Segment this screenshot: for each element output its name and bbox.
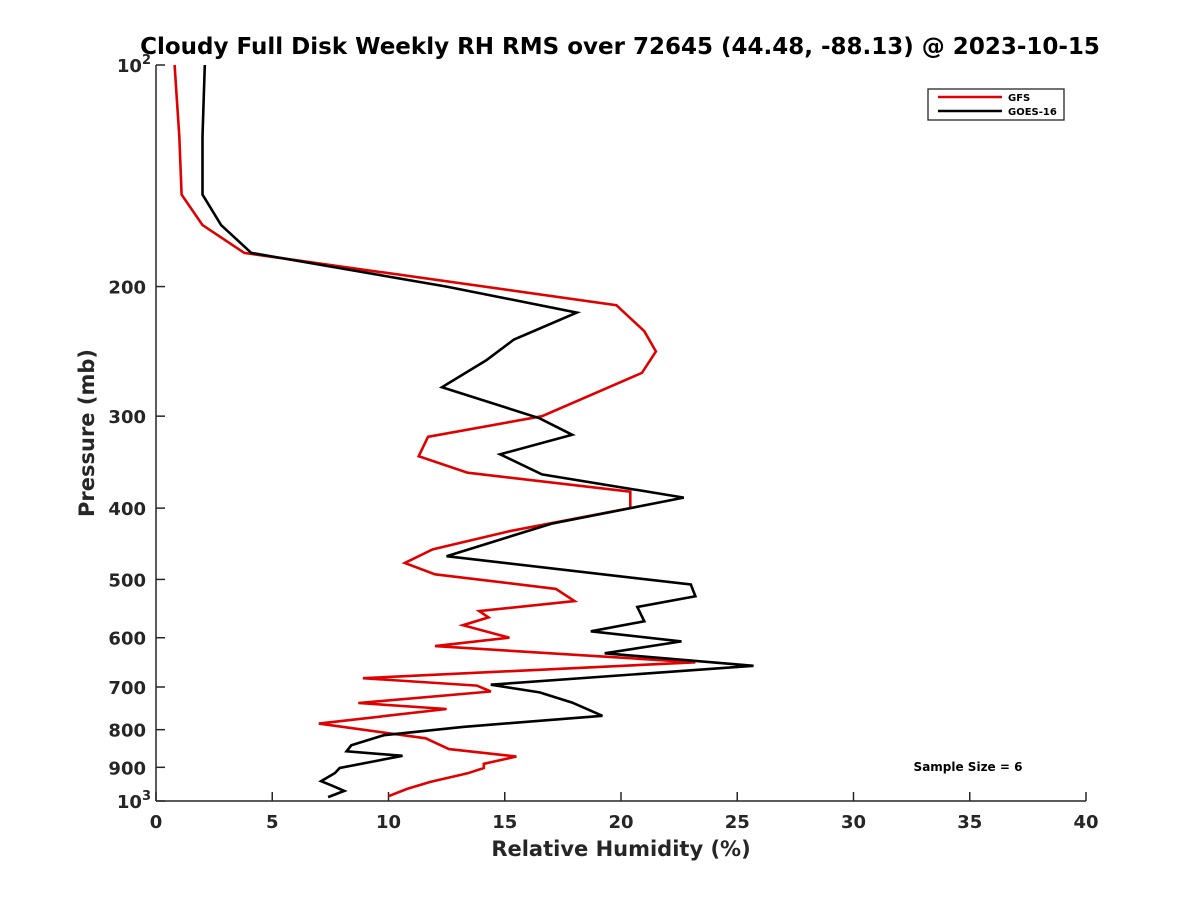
y-tick-label: 103 — [117, 789, 151, 813]
y-tick-label: 300 — [108, 407, 146, 428]
x-tick-label: 20 — [608, 812, 633, 833]
legend: GFS GOES-16 — [927, 88, 1065, 121]
y-tick-label: 700 — [108, 678, 146, 699]
y-tick-label: 400 — [108, 499, 146, 520]
x-tick-label: 35 — [957, 812, 982, 833]
x-axis-label: Relative Humidity (%) — [491, 837, 750, 861]
legend-label-goes-16: GOES-16 — [1008, 107, 1057, 118]
x-tick-label: 30 — [841, 812, 866, 833]
y-tick-label: 200 — [108, 278, 146, 299]
y-ticks: 102 200 300 400 500 600 700 800 900 103 — [108, 53, 165, 813]
sample-size-annotation: Sample Size = 6 — [914, 760, 1023, 774]
y-axis-label: Pressure (mb) — [75, 349, 99, 517]
legend-label-gfs: GFS — [1008, 93, 1030, 104]
chart-title: Cloudy Full Disk Weekly RH RMS over 7264… — [140, 34, 1100, 60]
y-tick-label: 900 — [108, 758, 146, 779]
x-tick-label: 5 — [266, 812, 279, 833]
x-tick-label: 10 — [376, 812, 401, 833]
x-tick-label: 15 — [492, 812, 517, 833]
series-line-gfs — [173, 64, 696, 798]
y-tick-label: 500 — [108, 570, 146, 591]
legend-box — [927, 88, 1065, 121]
series-line-goes-16 — [201, 64, 754, 799]
y-tick-label: 102 — [117, 53, 151, 77]
series-layer — [173, 64, 754, 799]
x-ticks: 0 5 10 15 20 25 30 35 40 — [150, 792, 1099, 833]
y-tick-label: 600 — [108, 629, 146, 650]
x-tick-label: 40 — [1073, 812, 1098, 833]
x-tick-label: 25 — [725, 812, 750, 833]
x-tick-label: 0 — [150, 812, 163, 833]
y-tick-label: 800 — [108, 721, 146, 742]
axes — [155, 65, 1086, 802]
